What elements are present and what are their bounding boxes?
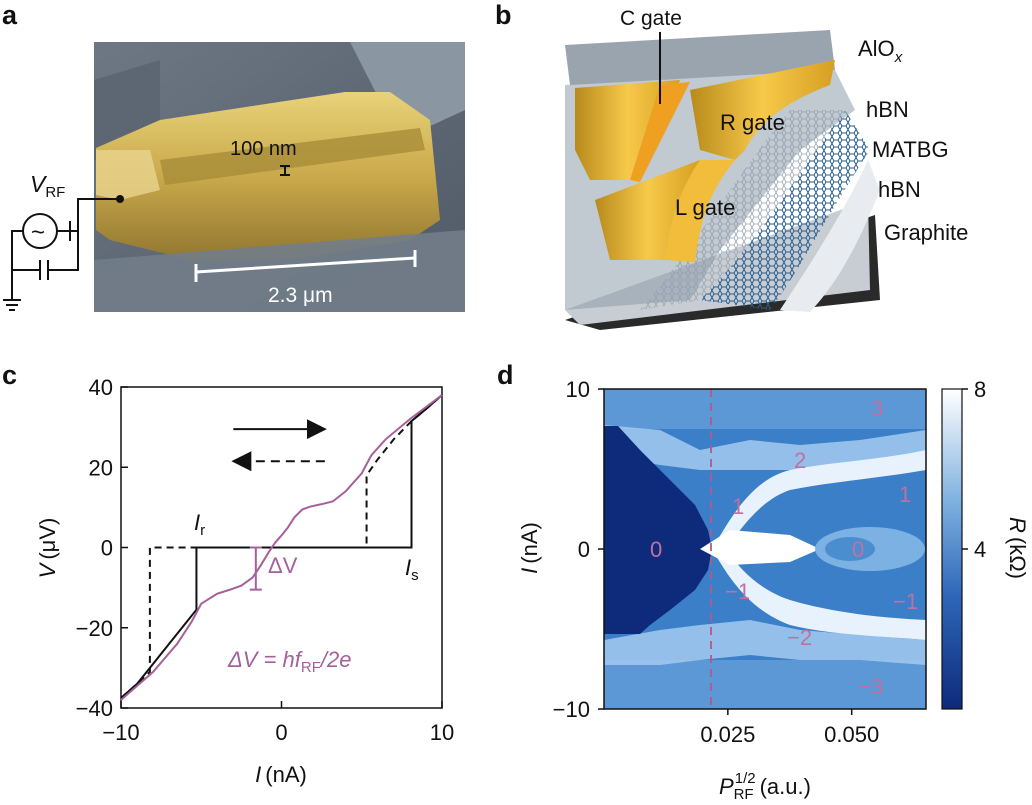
layer-label-hbn-top: hBN <box>866 97 909 122</box>
l-gate <box>595 160 700 260</box>
stack-graphite-arc <box>780 160 880 312</box>
x-tick-label: 0.050 <box>824 722 879 747</box>
colorbar-tick-label: 4 <box>974 537 986 562</box>
heatmap-upper-branch <box>712 450 926 549</box>
step-label: −1 <box>725 579 750 604</box>
series-dashed <box>120 394 443 699</box>
panel-b: C gate R gate L gate AlOx hBN MATBG hBN … <box>565 7 968 330</box>
y-tick-label: 20 <box>89 455 113 480</box>
panel-letter-d: d <box>497 360 514 390</box>
layer-label-hbn-bottom: hBN <box>878 177 921 202</box>
step-labels: 0 1 −1 2 −2 3 −3 0 1 −1 <box>650 396 918 699</box>
heatmap-bottom-ridge <box>604 620 926 665</box>
y-tick-label: 40 <box>89 375 113 400</box>
panel-letter-a: a <box>2 0 18 30</box>
c-gate-label: C gate <box>620 7 682 30</box>
stack-alox <box>565 30 835 85</box>
step-label: 0 <box>650 537 662 562</box>
heatmap-top-region <box>604 389 926 429</box>
colorbar <box>941 388 963 710</box>
sem-gold-edge <box>96 150 160 200</box>
layer-label-matbg: MATBG <box>872 137 949 162</box>
scale-bar-large <box>195 256 416 274</box>
step-label: 2 <box>794 448 806 473</box>
contact-dot <box>116 195 124 203</box>
heatmap-right-center <box>825 537 875 561</box>
y-tick-label: −20 <box>76 616 113 641</box>
chart-d-ylabel: I(nA) <box>517 522 542 574</box>
label-ir: Ir <box>194 510 205 539</box>
label-delta-v: ΔV <box>268 553 298 578</box>
sem-gold-device <box>96 92 440 262</box>
step-label: 1 <box>732 494 744 519</box>
y-tick-label: 10 <box>566 377 590 402</box>
scale-label-large: 2.3 μm <box>268 284 333 307</box>
label-is: Is <box>405 555 419 584</box>
scale-label-small: 100 nm <box>230 138 297 160</box>
chart-c: −10 0 10 −40 −20 0 20 40 V(μV) I (nA) Ir Is ΔV Δ… <box>35 375 454 787</box>
chart-c-ticks: −10 0 10 −40 −20 0 20 40 <box>76 375 455 745</box>
colorbar-label: R(kΩ) <box>1005 517 1030 579</box>
step-label: 1 <box>899 482 911 507</box>
rf-circuit <box>3 198 120 311</box>
heatmap-center-bright <box>700 530 820 565</box>
rf-source-label-sub: RF <box>45 184 65 201</box>
panel-letter-b: b <box>495 0 512 30</box>
step-label: 0 <box>852 537 864 562</box>
l-gate-label: L gate <box>675 195 735 220</box>
step-label: −2 <box>787 625 812 650</box>
formula-delta-v: ΔV = hfRF/2e <box>227 647 351 676</box>
x-tick-label: 0 <box>275 720 287 745</box>
panel-a: 100 nm 2.3 μm ~ VRF <box>3 42 465 312</box>
x-tick-label: −10 <box>102 720 139 745</box>
c-gate-edge <box>630 82 690 182</box>
rf-source-tilde: ~ <box>31 219 45 246</box>
heatmap-dark-region <box>604 426 712 634</box>
y-tick-label: 0 <box>101 536 113 561</box>
sem-pad-right <box>350 42 465 140</box>
y-tick-label: −40 <box>76 696 113 721</box>
layer-label-graphite: Graphite <box>884 220 968 245</box>
chart-d-xlabel: P1/2 RF (a.u.) <box>719 770 811 803</box>
colorbar-tick-label: 8 <box>974 377 986 402</box>
step-label: −1 <box>893 589 918 614</box>
layer-label-alox: AlOx <box>858 36 903 66</box>
rf-source-label: VRF <box>30 171 65 201</box>
colorbar-ticks: 48 <box>962 377 986 562</box>
chart-c-ylabel: V(μV) <box>35 518 60 579</box>
panel-letter-c: c <box>2 360 18 390</box>
chart-c-lines <box>120 394 443 701</box>
x-tick-label: 10 <box>430 720 454 745</box>
series-rf <box>120 394 443 701</box>
step-label: −3 <box>858 674 883 699</box>
heatmap-lower-branch <box>712 549 926 640</box>
x-tick-label: 0.025 <box>700 722 755 747</box>
heatmap-image <box>604 389 926 709</box>
layer-label-alox-sub: x <box>894 49 903 66</box>
l-gate-curve <box>665 160 735 262</box>
r-gate-label: R gate <box>720 110 785 135</box>
sem-substrate-edge <box>94 230 465 312</box>
sem-gold-channel <box>160 128 425 185</box>
y-tick-label: 0 <box>578 537 590 562</box>
rf-wires <box>11 198 120 300</box>
stack-matbg-lattice <box>700 110 870 310</box>
step-label: 3 <box>871 396 883 421</box>
heatmap-top-ridge <box>604 425 926 470</box>
r-gate <box>690 60 835 160</box>
chart-c-xlabel: I (nA) <box>255 762 307 787</box>
heatmap-bottom-region <box>604 660 926 709</box>
y-tick-label: −10 <box>553 697 590 722</box>
